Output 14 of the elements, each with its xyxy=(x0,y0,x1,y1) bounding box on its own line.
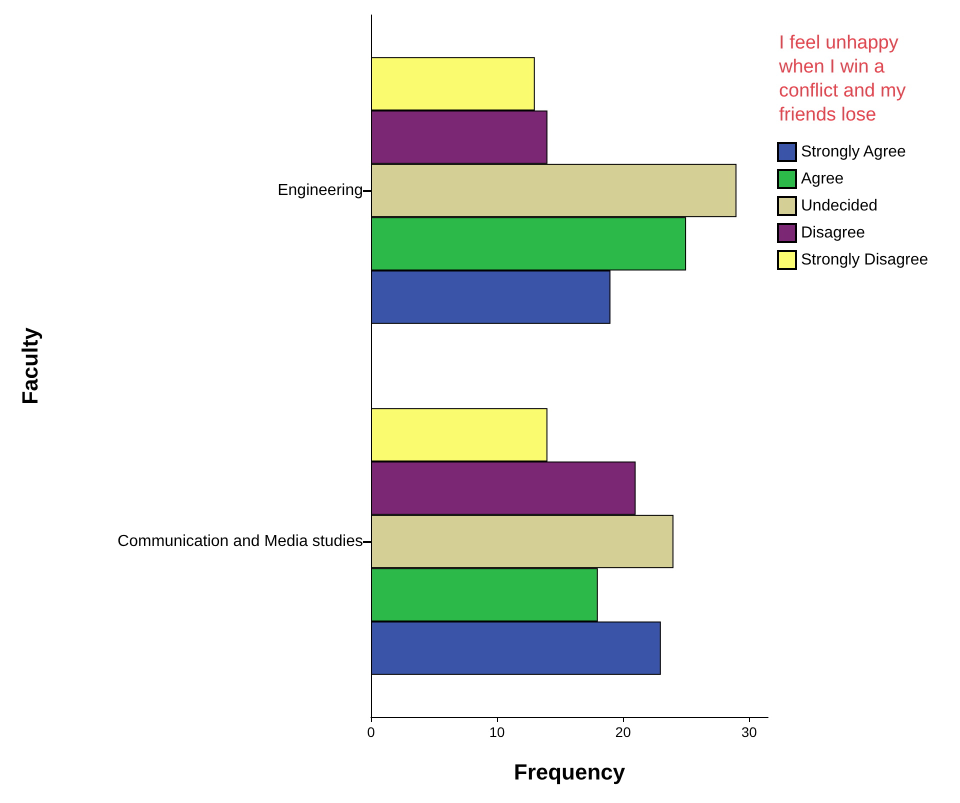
legend-label: Undecided xyxy=(801,198,878,214)
legend-label: Agree xyxy=(801,170,844,188)
x-tick-label: 10 xyxy=(489,724,506,740)
y-axis-title: Faculty xyxy=(18,326,42,405)
y-tick-label: Engineering xyxy=(278,182,363,199)
x-tick-label: 30 xyxy=(741,724,758,740)
y-tick-label: Communication and Media studies xyxy=(118,533,363,550)
legend-label: Disagree xyxy=(801,224,866,242)
legend-label: Strongly Agree xyxy=(801,144,906,160)
x-tick-label: 0 xyxy=(367,724,376,740)
x-tick-label: 20 xyxy=(615,724,632,740)
legend-label: Strongly Disagree xyxy=(801,252,928,268)
x-axis-title: Frequency xyxy=(514,760,626,784)
legend-title: I feel unhappy when I win a conflict and my friends lose xyxy=(778,32,911,126)
